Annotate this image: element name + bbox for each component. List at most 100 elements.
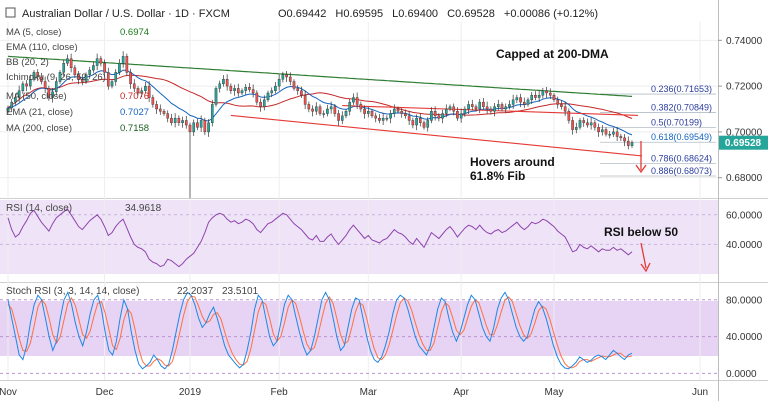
stoch-k-line [7,291,633,370]
x-tick-label: Jun [692,387,708,398]
candle-body [574,127,578,130]
candle-body [578,120,582,128]
candle-body [66,58,69,64]
stoch-legend-d: 23.5101 [222,286,259,297]
candle-body [88,69,92,75]
indicator-label: MA (5, close) [6,27,61,38]
candle-body [110,81,114,87]
candle-body [236,88,240,94]
candle-body [630,142,634,146]
candle-body [385,117,389,120]
candle-body [418,117,422,123]
candle-body [400,111,404,114]
symbol-icon[interactable] [5,7,16,18]
candle-body [318,106,322,114]
candle-body [352,97,355,103]
fib-label: 0.618(0.69549) [651,132,712,142]
candle-body [259,101,262,107]
candle-body [359,104,363,110]
ohlc-change: +0.00086 (+0.12%) [504,8,598,20]
rsi-line [7,208,633,268]
candle-body [522,101,526,105]
ohlc-close: C0.69528 [447,8,495,20]
symbol-name: Australian Dollar / U.S. Dollar [22,8,165,20]
candle-body [489,108,493,112]
candle-body [140,90,144,94]
x-tick-label: Apr [453,387,469,398]
candle-body [600,129,604,133]
candle-body [10,101,14,109]
candle-body [470,104,474,107]
indicator-value: 0.7076 [120,91,149,102]
candle-body [537,95,541,98]
candle-body [482,101,485,107]
candle-body [214,88,218,105]
candle-body [407,115,411,121]
candle-body [80,79,84,82]
symbol-interval: 1D [175,8,189,20]
candle-body [188,124,192,133]
candle-body [589,122,593,126]
candle-body [262,99,266,107]
candle-body [456,111,459,119]
candle-body [344,111,348,117]
candle-body [62,63,66,73]
candle-body [240,90,244,94]
candle-body [437,115,441,119]
candle-body [615,131,619,137]
x-tick-label: Mar [360,387,378,398]
x-tick-label: Dec [96,387,114,398]
candle-body [392,108,396,114]
symbol-sep2: · [192,8,199,20]
axes: Nov Dec 2019 Feb Mar Apr May Jun 0.74000 0.72000 0… [0,36,763,398]
stoch-tick-label: 40.0000 [726,332,763,343]
rsi-legend: RSI (14, close) 34.9618 [6,203,162,214]
candle-body [608,133,612,136]
candle-body [207,122,210,133]
ohlc-high: H0.69595 [335,8,383,20]
x-tick-label: May [545,387,564,398]
candle-body [526,99,530,105]
rsi-legend-label: RSI (14, close) [6,203,72,214]
candle-body [95,58,99,66]
candle-body [114,72,118,82]
candle-body [496,104,500,107]
candle-body [493,106,496,112]
candle-body [337,113,340,121]
indicator-label: MA (50, close) [6,91,67,102]
candle-body [459,113,463,119]
candle-body [43,81,47,89]
candle-body [474,106,478,110]
fib-label: 0.382(0.70849) [651,102,712,112]
candle-body [32,72,36,80]
rsi-tick-label: 40.0000 [726,240,763,251]
candle-body [422,122,426,128]
candle-body [534,95,537,98]
candle-body [173,117,177,123]
candle-body [560,104,563,107]
candle-body [203,120,207,133]
ohlc-low: L0.69400 [392,8,438,20]
arrow-rsi [640,242,647,269]
candle-body [125,56,129,73]
candle-body [415,117,418,126]
candle-body [396,108,400,112]
rsi-band [0,200,718,274]
candle-body [251,89,255,94]
x-tick-label: Nov [0,387,17,398]
arrow-rsi-head [640,262,651,273]
indicator-value: 0.7027 [120,107,149,118]
candle-body [218,83,222,89]
candle-body [199,120,203,128]
candle-body [548,92,552,96]
candle-body [511,99,515,105]
price-badge-text: 0.69528 [725,138,762,149]
candle-body [370,111,374,117]
candle-body [192,122,196,133]
candle-body [329,106,333,110]
candle-body [623,137,626,142]
candle-body [508,104,511,107]
candle-body [296,88,300,91]
candle-body [166,113,170,119]
